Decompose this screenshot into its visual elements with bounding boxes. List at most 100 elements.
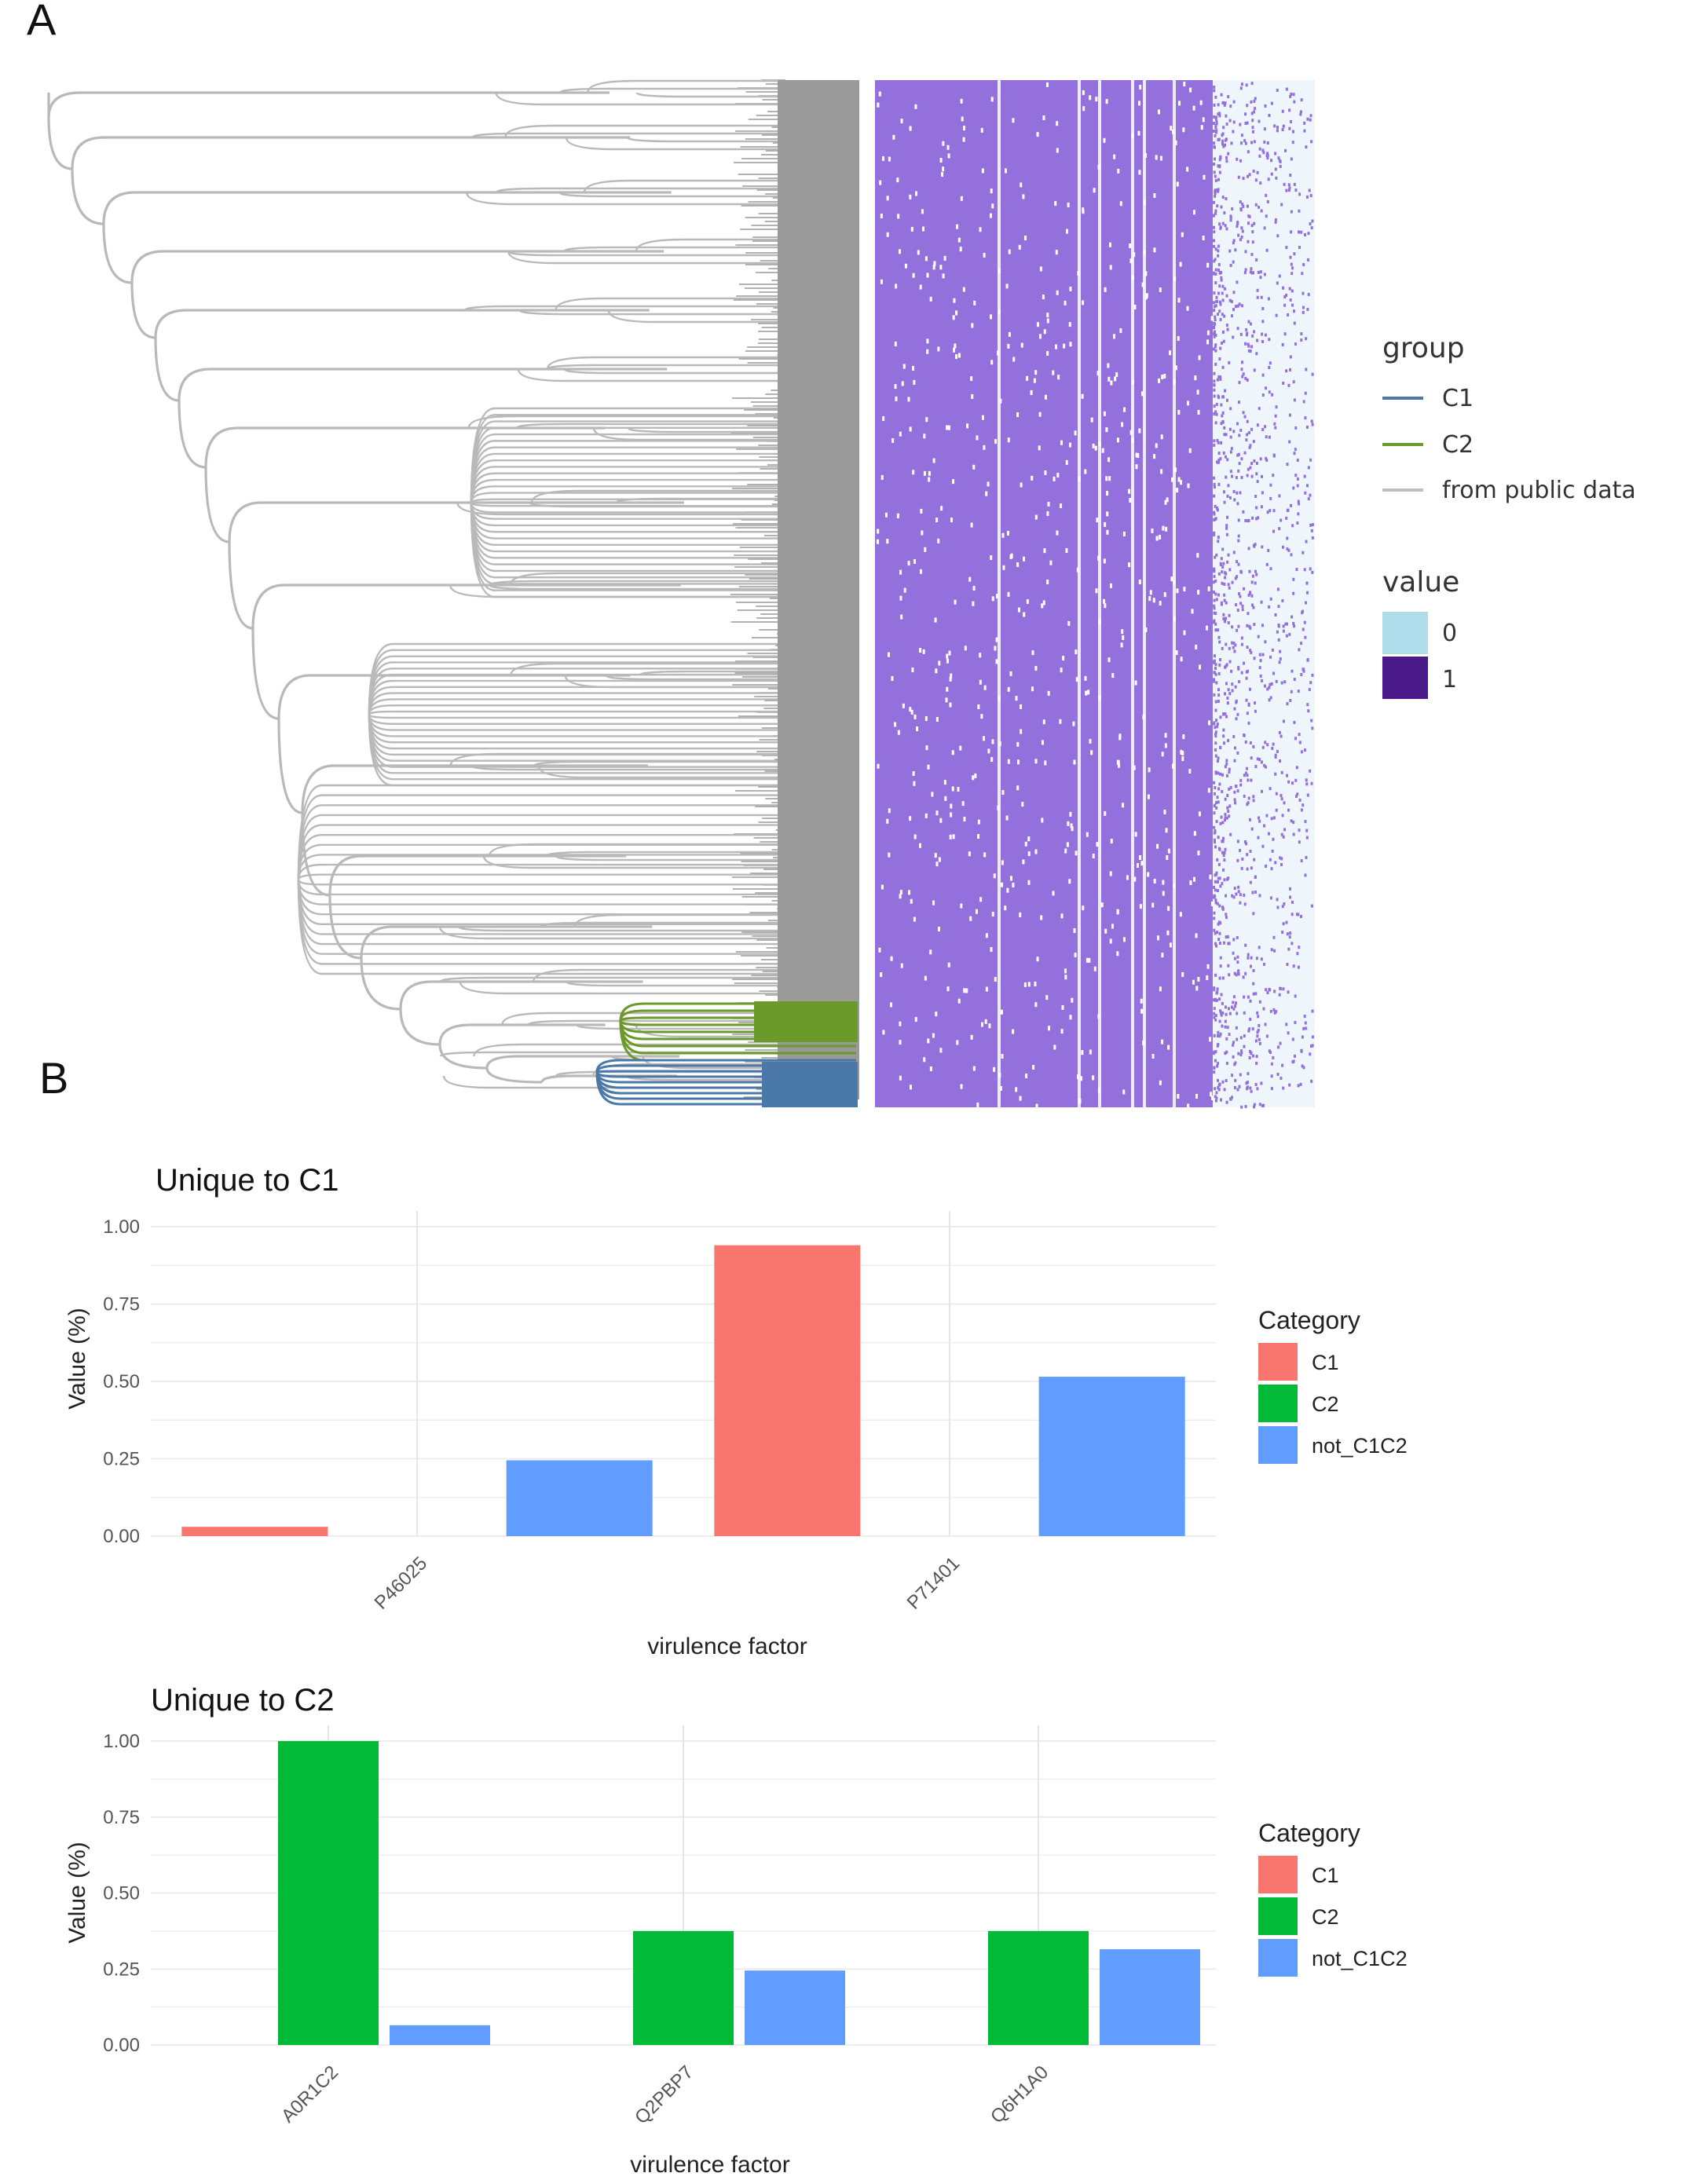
heatmap-absent-cell xyxy=(912,770,915,776)
dendrogram xyxy=(47,79,859,1107)
heatmap-absent-cell xyxy=(979,653,982,658)
heatmap-present-cell xyxy=(1222,126,1225,130)
heatmap-absent-cell xyxy=(935,810,939,816)
heatmap-present-cell xyxy=(1250,778,1253,782)
heatmap-absent-cell xyxy=(1177,1094,1180,1099)
heatmap-absent-cell xyxy=(993,873,996,879)
heatmap-present-cell xyxy=(1229,785,1232,789)
heatmap-present-cell xyxy=(1241,375,1244,379)
heatmap-present-cell xyxy=(1232,1007,1236,1011)
heatmap-present-cell xyxy=(1261,393,1265,397)
heatmap-present-cell xyxy=(1280,1076,1283,1080)
heatmap-present-cell xyxy=(1300,230,1303,234)
heatmap-present-cell xyxy=(1217,688,1220,692)
heatmap-present-cell xyxy=(1309,114,1312,118)
heatmap-present-cell xyxy=(1217,177,1220,181)
heatmap-present-cell xyxy=(1248,624,1251,628)
heatmap-present-cell xyxy=(1305,601,1308,605)
heatmap-absent-cell xyxy=(1106,511,1109,517)
heatmap-present-cell xyxy=(1213,115,1216,119)
heatmap-present-cell xyxy=(1214,898,1217,902)
heatmap-present-cell xyxy=(1265,1034,1269,1038)
heatmap-present-cell xyxy=(1218,114,1221,118)
heatmap-present-cell xyxy=(1286,622,1289,626)
heatmap-absent-cell xyxy=(1149,590,1152,595)
heatmap-absent-cell xyxy=(882,416,885,422)
heatmap-present-cell xyxy=(1263,824,1266,828)
heatmap-present-cell xyxy=(1266,152,1269,155)
heatmap-present-cell xyxy=(1221,395,1225,399)
heatmap-present-cell xyxy=(1213,1070,1216,1074)
heatmap-absent-cell xyxy=(959,745,962,751)
heatmap-present-cell xyxy=(1220,1013,1223,1017)
heatmap-present-cell xyxy=(1217,188,1220,192)
heatmap-present-cell xyxy=(1250,651,1253,655)
heatmap-absent-cell xyxy=(990,360,994,365)
heatmap-present-cell xyxy=(1243,1011,1246,1015)
heatmap-absent-cell xyxy=(1173,276,1177,282)
heatmap-absent-cell xyxy=(952,347,955,353)
heatmap-absent-cell xyxy=(1122,635,1125,640)
heatmap-present-cell xyxy=(1237,518,1240,522)
heatmap-gap-column xyxy=(998,80,1001,1107)
heatmap-absent-cell xyxy=(1092,1075,1095,1081)
tree-subclade xyxy=(509,572,778,586)
heatmap-present-cell xyxy=(1247,721,1250,725)
heatmap-present-cell xyxy=(1226,793,1229,797)
heatmap-present-cell xyxy=(1252,169,1255,173)
heatmap-absent-cell xyxy=(1035,1103,1038,1109)
heatmap-absent-cell xyxy=(1073,759,1076,765)
heatmap-absent-cell xyxy=(1117,168,1120,174)
heatmap-absent-cell xyxy=(899,894,902,899)
heatmap-present-cell xyxy=(1281,545,1284,549)
heatmap-absent-cell xyxy=(1183,82,1186,87)
heatmap-absent-cell xyxy=(999,1085,1002,1091)
heatmap-absent-cell xyxy=(1197,976,1200,982)
heatmap-present-cell xyxy=(1219,1011,1222,1015)
heatmap-present-cell xyxy=(1227,810,1230,814)
heatmap-present-cell xyxy=(1213,141,1216,145)
heatmap-absent-cell xyxy=(877,529,880,534)
tree-clade-branch xyxy=(368,661,778,715)
heatmap-present-cell xyxy=(1310,226,1313,230)
heatmap-present-cell xyxy=(1287,780,1290,784)
heatmap-present-cell xyxy=(1233,798,1236,802)
heatmap-absent-cell xyxy=(1098,619,1101,624)
heatmap-absent-cell xyxy=(1133,765,1136,770)
heatmap-absent-cell xyxy=(1084,469,1087,474)
heatmap-present-cell xyxy=(1252,968,1255,972)
heatmap-present-cell xyxy=(1311,1044,1314,1048)
heatmap-present-cell xyxy=(1252,605,1255,609)
heatmap-absent-cell xyxy=(1046,351,1049,357)
heatmap-present-cell xyxy=(1250,345,1254,349)
heatmap-absent-cell xyxy=(990,97,994,102)
heatmap-absent-cell xyxy=(1193,831,1196,836)
heatmap-present-cell xyxy=(1254,1039,1258,1043)
heatmap-absent-cell xyxy=(1034,759,1038,764)
heatmap-present-cell xyxy=(1281,814,1284,818)
heatmap-absent-cell xyxy=(923,1057,926,1063)
heatmap-present-cell xyxy=(1285,634,1288,638)
heatmap-absent-cell xyxy=(926,349,929,354)
heatmap-present-cell xyxy=(1262,962,1265,966)
heatmap-present-cell xyxy=(1311,219,1314,223)
heatmap-absent-cell xyxy=(1207,788,1210,793)
heatmap-present-cell xyxy=(1306,117,1309,121)
heatmap-present-cell xyxy=(1277,156,1280,160)
heatmap-absent-cell xyxy=(1181,756,1184,762)
heatmap-present-cell xyxy=(1255,1055,1258,1059)
heatmap-present-cell xyxy=(1217,137,1221,141)
heatmap-present-cell xyxy=(1235,717,1238,721)
heatmap-present-cell xyxy=(1293,678,1296,682)
heatmap-present-cell xyxy=(1232,1043,1235,1047)
heatmap-present-cell xyxy=(1237,885,1240,889)
heatmap-present-cell xyxy=(1214,130,1217,134)
heatmap-absent-cell xyxy=(877,539,880,544)
heatmap-absent-cell xyxy=(1034,849,1038,854)
heatmap-present-cell xyxy=(1213,305,1216,309)
heatmap-absent-cell xyxy=(1128,562,1131,568)
heatmap-present-cell xyxy=(1258,1103,1261,1107)
heatmap-present-cell xyxy=(1213,494,1216,498)
heatmap-absent-cell xyxy=(1108,242,1111,247)
heatmap-absent-cell xyxy=(946,425,949,430)
